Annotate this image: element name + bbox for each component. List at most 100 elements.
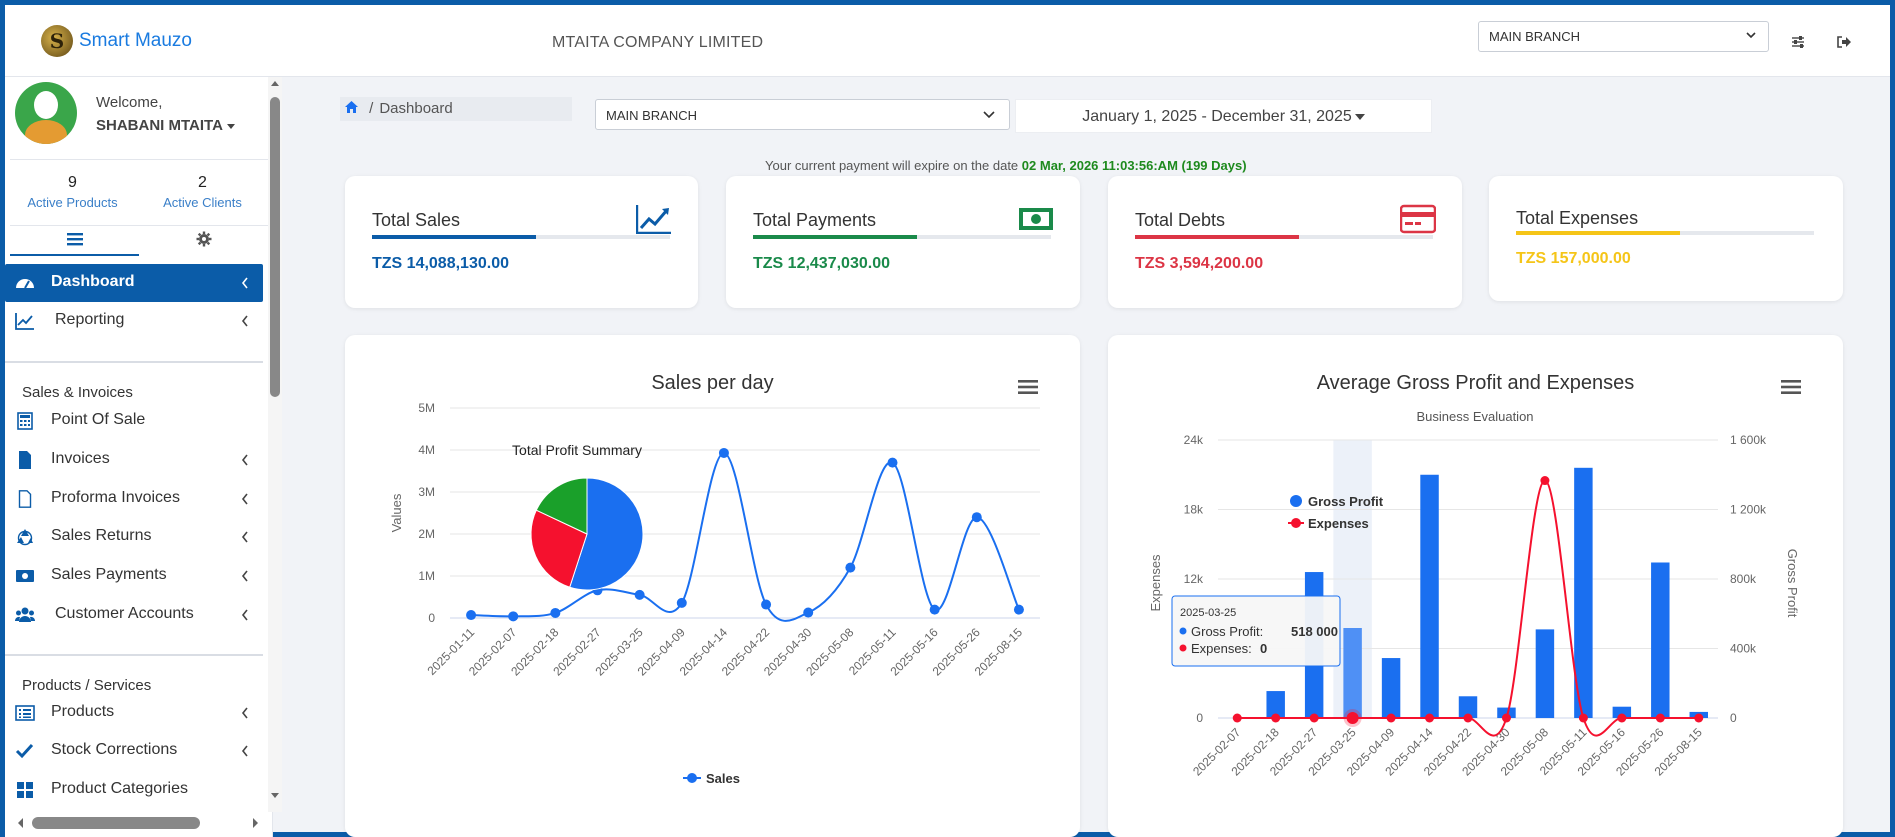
total-debts-card[interactable]: Total Debts TZS 3,594,200.00 (1108, 176, 1462, 308)
expenses-point (1309, 713, 1319, 723)
sales-point (718, 447, 729, 458)
tooltip-box (1171, 595, 1341, 667)
chevron-left-icon (241, 277, 248, 289)
y-right-tick-label: 1 600k (1730, 433, 1767, 447)
branch-select[interactable]: MAIN BRANCH (595, 99, 1010, 130)
check-icon (15, 743, 34, 759)
section-sales-invoices: Sales & Invoices (22, 384, 133, 401)
line-chart-icon (15, 313, 34, 330)
active-products-count: 9 (68, 174, 77, 191)
tooltip-marker (1179, 627, 1187, 635)
tooltip-date: 2025-03-25 (1180, 607, 1236, 619)
sidebar-item-dashboard[interactable]: Dashboard (5, 264, 263, 302)
sales-per-day-chart: 01M2M3M4M5MValues2025-01-112025-02-07202… (389, 401, 1040, 786)
sidebar-horizontal-scrollbar[interactable] (10, 812, 268, 832)
user-name: SHABANI MTAITA (96, 117, 223, 134)
file-outline-icon (18, 490, 32, 508)
gross-profit-bar (1651, 562, 1670, 718)
y-tick-label: 5M (418, 401, 435, 415)
pie-slice (530, 509, 588, 588)
total-expenses-card[interactable]: Total Expenses TZS 157,000.00 (1489, 176, 1843, 301)
sales-point (971, 512, 982, 523)
tab-menu[interactable] (10, 226, 139, 256)
total-payments-card[interactable]: Total Payments TZS 12,437,030.00 (726, 176, 1080, 308)
expenses-point (1463, 713, 1473, 723)
stats-row: 9 Active Products 2 Active Clients (10, 159, 268, 231)
chevron-left-icon (241, 315, 248, 327)
sales-point (634, 589, 645, 600)
top-branch-value: MAIN BRANCH (1489, 29, 1581, 44)
top-bar: S Smart Mauzo MTAITA COMPANY LIMITED MAI… (5, 5, 1890, 77)
chevron-left-icon (241, 609, 248, 621)
breadcrumb-current: Dashboard (379, 100, 453, 117)
sidebar-item-products[interactable]: Products (5, 694, 263, 732)
chevron-left-icon (241, 493, 248, 505)
sales-point (1013, 604, 1024, 615)
gross-profit-bar (1574, 467, 1593, 718)
legend-label: Gross Profit (1308, 494, 1384, 509)
y-left-tick-label: 0 (1196, 711, 1203, 725)
sidebar-label-pos: Point Of Sale (51, 411, 146, 428)
sidebar-item-reporting[interactable]: Reporting (5, 302, 263, 340)
sidebar-item-pos[interactable]: Point Of Sale (5, 402, 263, 440)
sales-point (929, 604, 940, 615)
scroll-left-icon[interactable] (16, 817, 24, 829)
chart-menu-icon[interactable] (1781, 379, 1801, 395)
card-title: Total Debts (1135, 210, 1226, 230)
home-icon[interactable] (344, 100, 359, 114)
active-clients-stat[interactable]: 2 Active Clients (140, 174, 265, 210)
date-range-value: January 1, 2025 - December 31, 2025 (1082, 108, 1352, 125)
top-branch-select[interactable]: MAIN BRANCH (1478, 21, 1769, 52)
calculator-icon (17, 412, 33, 430)
money-bill-icon (1019, 208, 1053, 230)
sidebar-label-dashboard: Dashboard (51, 273, 135, 290)
scroll-up-icon[interactable] (270, 79, 280, 87)
bars-icon (67, 233, 83, 246)
legend-marker (1291, 518, 1301, 528)
chevron-left-icon (241, 570, 248, 582)
scroll-right-icon[interactable] (252, 817, 260, 829)
horizontal-scrollbar-thumb[interactable] (32, 817, 200, 829)
gross-profit-expenses-chart: Business Evaluation06k12k18k24k0400k800k… (1148, 409, 1800, 779)
sidebar-vertical-scrollbar[interactable] (268, 77, 282, 812)
chevron-down-icon (983, 111, 995, 119)
sidebar-label-stock-corrections: Stock Corrections (51, 741, 178, 758)
sidebar-item-product-categories[interactable]: Product Categories (5, 771, 263, 809)
user-menu[interactable]: SHABANI MTAITA (96, 117, 235, 134)
sidebar-item-returns[interactable]: Sales Returns (5, 518, 263, 556)
sales-point (550, 607, 561, 618)
avatar (15, 82, 77, 144)
gross-profit-bar (1497, 707, 1516, 718)
sidebar-item-invoices[interactable]: Invoices (5, 441, 263, 479)
sidebar-item-proforma[interactable]: Proforma Invoices (5, 480, 263, 518)
tooltip-ex-value: 0 (1260, 641, 1267, 656)
chart-menu-icon[interactable] (1018, 379, 1038, 395)
sidebar-item-customer-accounts[interactable]: Customer Accounts (5, 596, 263, 634)
welcome-text: Welcome, (96, 94, 163, 111)
active-products-label: Active Products (27, 195, 118, 210)
y-tick-label: 3M (418, 485, 435, 499)
sidebar-item-sales-payments[interactable]: Sales Payments (5, 557, 263, 595)
active-products-stat[interactable]: 9 Active Products (10, 174, 135, 210)
total-sales-card[interactable]: Total Sales TZS 14,088,130.00 (345, 176, 698, 308)
users-icon (15, 607, 35, 622)
scroll-down-icon[interactable] (270, 792, 280, 800)
tab-settings[interactable] (139, 226, 268, 256)
gross-profit-bar (1420, 474, 1439, 718)
sidebar-tabs (10, 225, 268, 256)
tooltip-marker (1179, 644, 1187, 652)
brand[interactable]: S Smart Mauzo (41, 25, 192, 57)
logout-icon[interactable] (1836, 34, 1852, 50)
sidebar-item-stock-corrections[interactable]: Stock Corrections (5, 732, 263, 770)
scrollbar-thumb[interactable] (270, 97, 280, 397)
card-progress-fill (1135, 235, 1299, 239)
brand-name[interactable]: Smart Mauzo (79, 30, 192, 51)
expenses-point (1346, 712, 1359, 724)
date-range-picker[interactable]: January 1, 2025 - December 31, 2025 (1015, 99, 1432, 133)
sales-point (887, 457, 898, 468)
list-alt-icon (15, 705, 35, 721)
sidebar-label-reporting: Reporting (55, 311, 125, 328)
sliders-icon[interactable] (1790, 34, 1806, 50)
card-progress-track (753, 235, 1051, 239)
gross-profit-bar (1535, 629, 1555, 718)
